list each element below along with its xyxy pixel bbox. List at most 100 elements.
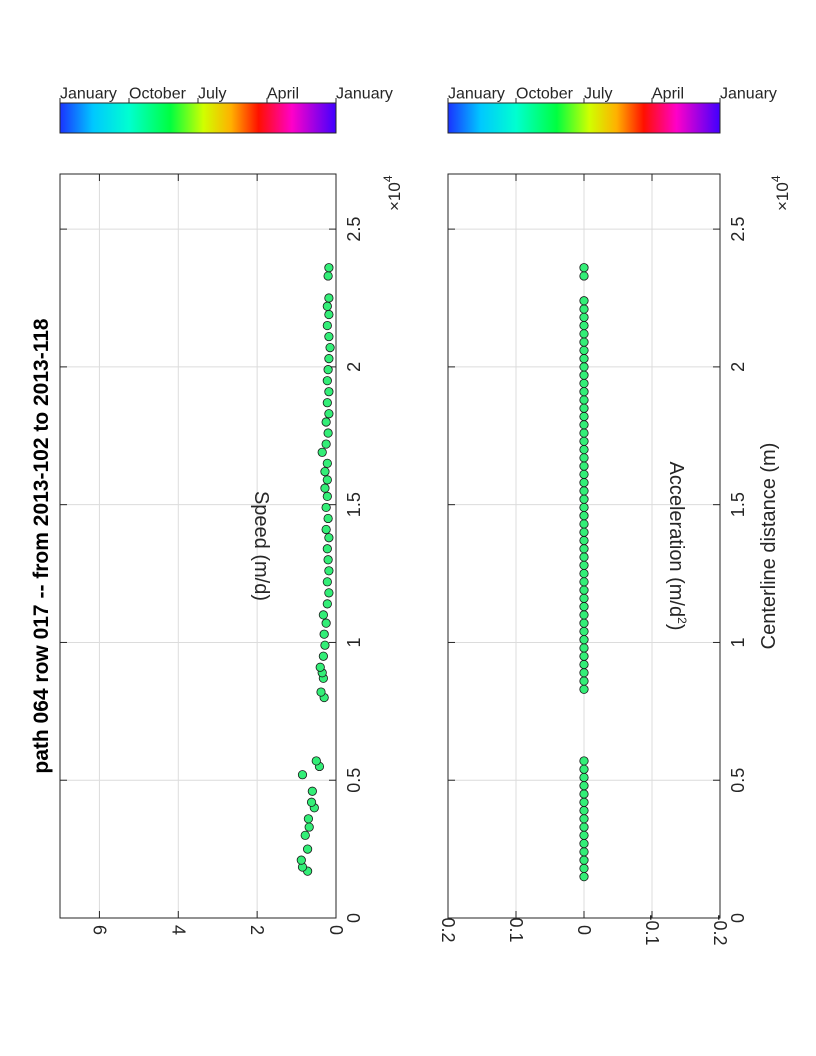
acceleration-data-point [579, 354, 589, 364]
acceleration-data-point [579, 764, 589, 774]
speed-y-tick-label: 2 [247, 925, 267, 935]
speed-data-point [322, 320, 332, 331]
speed-data-point [324, 293, 334, 303]
acceleration-data-point [579, 362, 589, 372]
speed-data-point [323, 555, 333, 565]
acceleration-x-exponent: ×104 [769, 175, 792, 211]
speed-data-point [324, 387, 334, 397]
acceleration-data-point [579, 585, 589, 595]
acceleration-data-point [579, 345, 589, 355]
speed-data-point [323, 513, 333, 524]
speed-ylabel: Speed (m/d) [250, 491, 272, 601]
acceleration-data-point [579, 519, 589, 529]
speed-y-tick-label: 4 [168, 925, 188, 935]
acceleration-data-point [579, 527, 589, 537]
acceleration-y-tick-label: 0 [574, 925, 594, 935]
speed-data-point [324, 309, 334, 320]
speed-data-point [324, 263, 334, 273]
acceleration-data-point [579, 320, 589, 331]
speed-data-point [318, 610, 328, 620]
acceleration-data-point [579, 461, 589, 471]
acceleration-data-point [579, 420, 589, 430]
acceleration-data-point [579, 822, 589, 832]
speed-colorbar-gradient [59, 102, 337, 134]
speed-data-point [323, 365, 333, 375]
acceleration-colorbar-gradient [447, 102, 721, 134]
speed-colorbar-label: April [267, 86, 299, 103]
acceleration-data-point [579, 847, 589, 857]
speed-data-point [322, 458, 332, 468]
acceleration-y-tick-label: -0.1 [642, 914, 662, 945]
speed-data-point [303, 844, 313, 854]
acceleration-data-point [579, 411, 589, 422]
acceleration-data-point [579, 805, 589, 816]
acceleration-data-point [579, 337, 589, 347]
acceleration-colorbar-label: October [516, 86, 574, 103]
speed-y-ticks: 0 2 4 6 [89, 174, 346, 935]
acceleration-data-point [579, 436, 589, 446]
speed-axes-box [59, 173, 337, 919]
acceleration-data-point [579, 568, 589, 579]
speed-data-point [322, 376, 332, 386]
speed-x-tick-label: 1.5 [344, 492, 364, 517]
acceleration-data-point [579, 593, 589, 603]
acceleration-data-point [579, 814, 589, 824]
speed-colorbar-label: January [336, 86, 393, 103]
acceleration-data-point [579, 511, 589, 521]
speed-grid [60, 174, 337, 919]
acceleration-data-point [579, 560, 589, 570]
speed-data-point [320, 640, 330, 650]
acceleration-data-point [579, 263, 589, 273]
acceleration-data-point [579, 872, 589, 882]
acceleration-y-tick-label: -0.2 [710, 914, 730, 945]
speed-data-point [324, 566, 334, 576]
acceleration-data-point [579, 789, 589, 799]
speed-data-point [306, 797, 317, 807]
acceleration-data-point [579, 602, 589, 612]
acceleration-data-point [579, 610, 589, 620]
acceleration-data-point [579, 444, 589, 455]
acceleration-data-point [579, 552, 589, 562]
acceleration-y-ticks: -0.2 -0.1 0 0.1 0.2 [438, 174, 730, 946]
speed-data-point [317, 447, 327, 457]
acceleration-data-point [579, 659, 589, 670]
acceleration-data-point [579, 772, 589, 783]
acceleration-data-point [579, 469, 589, 479]
acceleration-data-point [579, 370, 589, 380]
speed-colorbar-label: July [198, 86, 226, 103]
speed-data-point [324, 331, 334, 342]
acceleration-data-point [579, 676, 589, 686]
speed-data-point [319, 629, 329, 639]
speed-data-point [318, 651, 328, 661]
acceleration-data-point [579, 296, 589, 306]
speed-data-point [322, 301, 332, 311]
chart-title: path 064 row 017 -- from 2013-102 to 201… [30, 318, 53, 774]
acceleration-colorbar-label: January [720, 86, 777, 103]
speed-data-point [307, 786, 317, 796]
speed-x-exponent: ×104 [381, 175, 404, 211]
acceleration-data-point [579, 618, 589, 628]
acceleration-colorbar-label: January [448, 86, 505, 103]
acceleration-data-point [579, 626, 589, 637]
speed-data-point [321, 618, 331, 628]
speed-x-tick-label: 0.5 [344, 768, 364, 793]
acceleration-y-tick-label: 0.2 [438, 917, 458, 942]
speed-colorbar: January October July April January [59, 86, 393, 134]
speed-colorbar-label: January [60, 86, 117, 103]
speed-y-tick-label: 0 [326, 925, 346, 935]
speed-data-point [323, 271, 333, 281]
speed-data-point [322, 398, 332, 408]
speed-data-point [296, 855, 306, 865]
acceleration-data-point [579, 502, 589, 513]
acceleration-data-point [579, 304, 589, 314]
acceleration-data-point [579, 395, 589, 405]
speed-data-point [324, 409, 334, 419]
acceleration-data-point [579, 830, 589, 840]
acceleration-data-point [579, 494, 589, 504]
speed-data-point [321, 524, 331, 535]
speed-data-point [311, 756, 321, 766]
acceleration-colorbar-label: July [584, 86, 612, 103]
acceleration-data-point [579, 403, 589, 413]
speed-data-point [324, 533, 334, 543]
speed-data-point [324, 588, 334, 598]
